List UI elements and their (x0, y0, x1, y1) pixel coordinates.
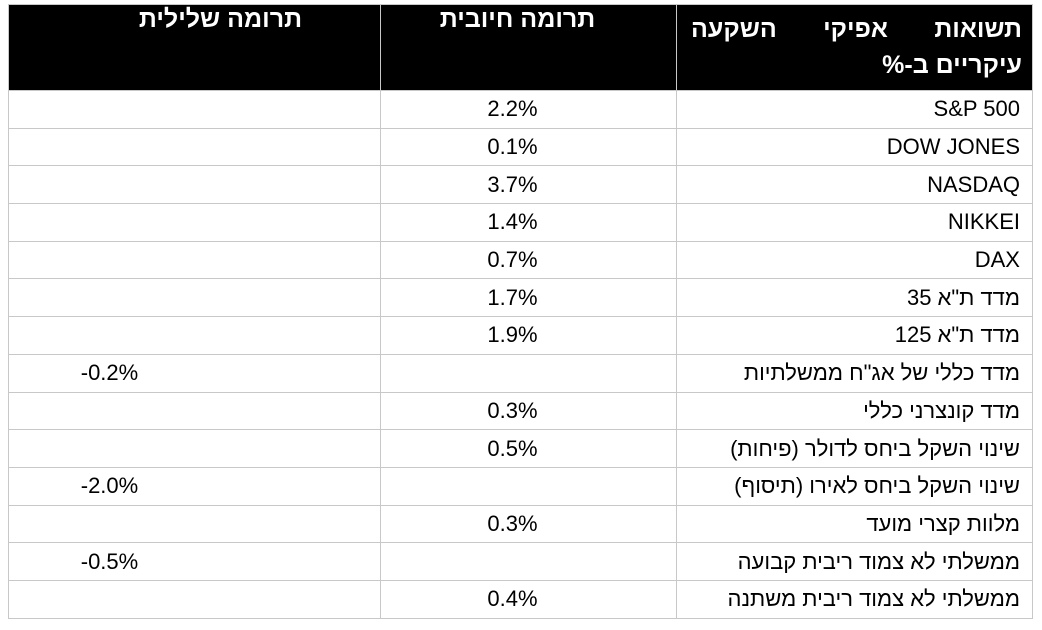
row-positive: 0.1% (380, 127, 677, 167)
row-positive (380, 466, 677, 506)
header-row: תשואות אפיקי השקעה עיקריים ב-% תרומה חיו… (8, 4, 1033, 91)
row-positive: 0.3% (380, 391, 677, 431)
row-name-text: NIKKEI (947, 209, 1020, 235)
row-negative: -0.5% (8, 542, 381, 581)
row-negative (8, 579, 381, 619)
table-header: תשואות אפיקי השקעה עיקריים ב-% תרומה חיו… (8, 4, 1033, 91)
row-negative-value: -0.2% (80, 360, 139, 386)
row-positive: 0.3% (380, 504, 677, 544)
row-negative (8, 429, 381, 468)
row-negative (8, 278, 381, 318)
table-row: ממשלתי לא צמוד ריבית משתנה 0.4% (8, 579, 1033, 619)
row-name: מדד ת"א 125 (676, 316, 1033, 355)
row-name: שינוי השקל ביחס לדולר (פיחות) (676, 429, 1033, 468)
row-positive-value: 3.7% (487, 171, 538, 197)
table-row: DOW JONES 0.1% (8, 127, 1033, 167)
row-name: ממשלתי לא צמוד ריבית קבועה (676, 542, 1033, 581)
row-name: מדד ת"א 35 (676, 278, 1033, 318)
header-positive-contribution: תרומה חיובית (380, 4, 677, 91)
row-positive-value: 0.1% (487, 134, 538, 160)
row-positive-value: 1.7% (487, 284, 538, 310)
row-negative (8, 316, 381, 355)
table-row: ממשלתי לא צמוד ריבית קבועה -0.5% (8, 542, 1033, 581)
table-row: שינוי השקל ביחס לדולר (פיחות) 0.5% (8, 429, 1033, 468)
row-name: מדד כללי של אג"ח ממשלתיות (676, 353, 1033, 393)
row-positive: 0.4% (380, 579, 677, 619)
row-negative: -0.2% (8, 353, 381, 393)
row-negative (8, 240, 381, 280)
row-positive-value: 0.3% (487, 397, 538, 423)
header-negative-contribution: תרומה שלילית (8, 4, 381, 91)
row-name-text: DOW JONES (886, 134, 1020, 160)
row-positive (380, 542, 677, 581)
table-body: S&P 500 2.2% DOW JONES 0.1% NASDAQ 3.7% … (8, 90, 1033, 619)
row-name-text: NASDAQ (927, 171, 1020, 197)
row-positive: 1.4% (380, 203, 677, 242)
row-positive-value: 1.9% (487, 322, 538, 348)
header-investment-channel: תשואות אפיקי השקעה עיקריים ב-% (676, 4, 1033, 91)
row-positive-value: 1.4% (487, 209, 538, 235)
row-negative (8, 391, 381, 431)
row-positive: 0.7% (380, 240, 677, 280)
row-positive: 3.7% (380, 165, 677, 205)
row-positive-value: 0.4% (487, 586, 538, 612)
row-negative-value: -2.0% (80, 473, 139, 499)
table-row: מדד ת"א 35 1.7% (8, 278, 1033, 318)
table-row: NIKKEI 1.4% (8, 203, 1033, 242)
row-positive: 2.2% (380, 90, 677, 129)
table-row: מדד קונצרני כללי 0.3% (8, 391, 1033, 431)
row-name-text: DAX (974, 247, 1020, 273)
row-negative (8, 90, 381, 129)
table-row: מלוות קצרי מועד 0.3% (8, 504, 1033, 544)
table-row: NASDAQ 3.7% (8, 165, 1033, 205)
row-name: שינוי השקל ביחס לאירו (תיסוף) (676, 466, 1033, 506)
row-negative (8, 504, 381, 544)
row-name: DAX (676, 240, 1033, 280)
row-positive-value: 2.2% (487, 96, 538, 122)
row-name: S&P 500 (676, 90, 1033, 129)
row-name: מדד קונצרני כללי (676, 391, 1033, 431)
row-positive: 1.7% (380, 278, 677, 318)
row-name: NIKKEI (676, 203, 1033, 242)
table-row: S&P 500 2.2% (8, 90, 1033, 129)
row-positive-value: 0.5% (487, 435, 538, 461)
row-negative-value: -0.5% (80, 548, 139, 574)
table-row: מדד כללי של אג"ח ממשלתיות -0.2% (8, 353, 1033, 393)
row-positive-value: 0.7% (487, 247, 538, 273)
table-row: מדד ת"א 125 1.9% (8, 316, 1033, 355)
row-negative (8, 165, 381, 205)
row-name: NASDAQ (676, 165, 1033, 205)
row-negative (8, 127, 381, 167)
table-row: DAX 0.7% (8, 240, 1033, 280)
row-negative: -2.0% (8, 466, 381, 506)
returns-table: תשואות אפיקי השקעה עיקריים ב-% תרומה חיו… (8, 4, 1033, 619)
row-name: DOW JONES (676, 127, 1033, 167)
row-name: מלוות קצרי מועד (676, 504, 1033, 544)
table-row: שינוי השקל ביחס לאירו (תיסוף) -2.0% (8, 466, 1033, 506)
row-name: ממשלתי לא צמוד ריבית משתנה (676, 579, 1033, 619)
row-positive-value: 0.3% (487, 510, 538, 536)
row-name-text: S&P 500 (933, 96, 1020, 122)
row-negative (8, 203, 381, 242)
row-positive (380, 353, 677, 393)
row-positive: 1.9% (380, 316, 677, 355)
row-positive: 0.5% (380, 429, 677, 468)
